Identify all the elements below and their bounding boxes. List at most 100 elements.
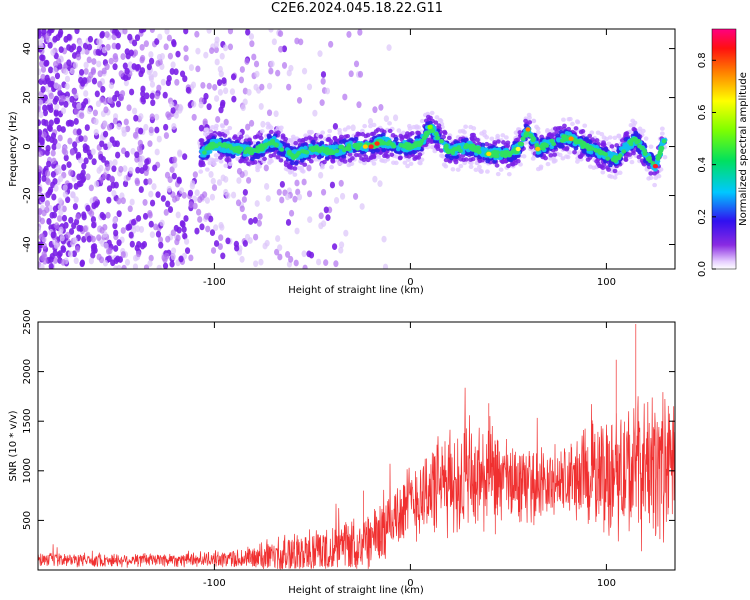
noise-cell — [324, 87, 331, 95]
noise-cell — [76, 173, 82, 181]
noise-cell — [41, 118, 47, 126]
noise-cell — [173, 68, 179, 76]
noise-cell — [338, 246, 344, 254]
noise-cell — [225, 237, 231, 245]
noise-cell — [53, 95, 59, 103]
signal-cell — [327, 128, 333, 134]
noise-cell — [63, 221, 69, 229]
signal-cell — [401, 143, 407, 149]
noise-cell — [197, 216, 203, 223]
noise-cell — [106, 185, 113, 193]
colorbar: 0.0 0.2 0.4 0.6 0.8 Normalized spectral ampl… — [697, 28, 749, 277]
noise-cell — [221, 77, 227, 85]
noise-cell — [138, 113, 144, 120]
noise-cell — [78, 135, 84, 142]
noise-cell — [216, 79, 223, 86]
noise-cell — [138, 226, 145, 233]
noise-cell — [333, 197, 340, 204]
noise-cell — [115, 100, 122, 108]
noise-cell — [67, 137, 73, 145]
noise-cell — [47, 29, 54, 34]
signal-peak — [525, 127, 531, 132]
noise-cell — [190, 81, 197, 89]
noise-cell — [38, 150, 43, 158]
noise-cell — [147, 177, 153, 185]
noise-cell — [58, 208, 64, 216]
signal-cell — [307, 135, 312, 140]
signal-cell — [204, 167, 210, 172]
signal-cell — [647, 158, 653, 164]
noise-cell — [76, 224, 82, 232]
noise-cell — [124, 67, 130, 75]
noise-cell — [94, 90, 100, 98]
noise-cell — [87, 152, 93, 160]
signal-cell — [276, 151, 282, 156]
noise-cell — [220, 252, 226, 260]
noise-cell — [83, 98, 89, 105]
noise-cell — [214, 58, 220, 66]
noise-cell — [127, 33, 133, 41]
signal-cell — [659, 145, 665, 151]
signal-cell — [222, 142, 228, 147]
noise-cell — [146, 63, 152, 71]
noise-cell — [183, 215, 189, 222]
signal-cell — [558, 129, 564, 135]
signal-cell — [252, 154, 258, 160]
signal-cell — [224, 157, 230, 162]
noise-cell — [82, 77, 88, 84]
noise-cell — [203, 51, 209, 59]
noise-cell — [77, 39, 83, 47]
signal-cell — [500, 133, 506, 138]
signal-cell — [562, 123, 567, 129]
noise-cell — [211, 184, 218, 191]
signal-cell — [567, 131, 572, 137]
noise-cell — [258, 103, 264, 110]
noise-cell — [231, 95, 237, 103]
noise-cell — [175, 50, 181, 58]
noise-cell — [137, 139, 143, 147]
noise-cell — [41, 175, 47, 182]
noise-cell — [38, 129, 43, 136]
noise-cell — [239, 66, 245, 73]
noise-cell — [38, 136, 44, 144]
noise-cell — [301, 178, 307, 186]
signal-peak — [427, 124, 433, 130]
snr-x-axis-label: Height of straight line (km) — [288, 585, 424, 596]
signal-cell — [480, 152, 486, 158]
signal-cell — [387, 128, 393, 134]
noise-cell — [342, 93, 348, 101]
signal-cell — [308, 159, 314, 164]
noise-cell — [156, 53, 163, 61]
signal-cell — [324, 146, 330, 152]
noise-cell — [191, 100, 197, 108]
noise-cell — [288, 64, 294, 72]
noise-cell — [118, 70, 124, 78]
noise-cell — [183, 45, 189, 53]
noise-cell — [67, 250, 74, 258]
signal-cell — [361, 160, 367, 166]
noise-cell — [184, 247, 191, 255]
signal-cell — [306, 129, 312, 135]
noise-cell — [138, 127, 144, 135]
noise-cell — [167, 176, 173, 184]
noise-cell — [51, 157, 57, 165]
noise-cell — [339, 192, 346, 200]
signal-cell — [414, 125, 420, 130]
signal-cell — [659, 131, 665, 136]
noise-cell — [106, 196, 112, 204]
signal-cell — [503, 135, 509, 140]
noise-cell — [58, 175, 64, 183]
noise-cell — [306, 250, 312, 258]
signal-cell — [442, 129, 448, 135]
noise-cell — [353, 60, 360, 68]
signal-cell — [417, 161, 423, 166]
signal-cell — [250, 160, 256, 165]
signal-cell — [462, 130, 467, 135]
noise-cell — [87, 35, 94, 43]
noise-cell — [50, 149, 56, 157]
signal-cell — [353, 136, 359, 142]
noise-cell — [50, 170, 56, 178]
noise-cell — [252, 216, 258, 224]
noise-cell — [134, 179, 141, 187]
noise-cell — [102, 259, 109, 267]
